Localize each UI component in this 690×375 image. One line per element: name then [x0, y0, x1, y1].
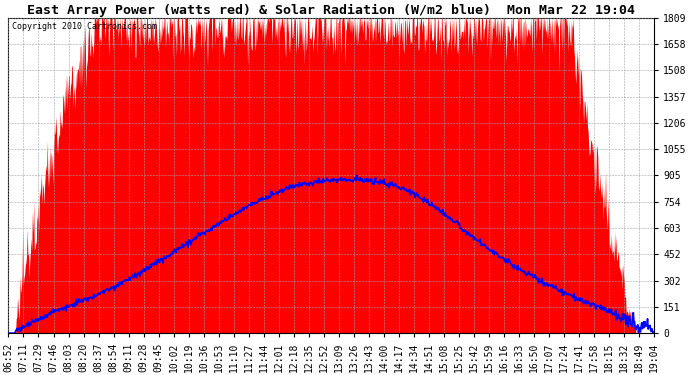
Text: Copyright 2010 Cartronics.com: Copyright 2010 Cartronics.com [12, 22, 157, 32]
Title: East Array Power (watts red) & Solar Radiation (W/m2 blue)  Mon Mar 22 19:04: East Array Power (watts red) & Solar Rad… [27, 3, 635, 16]
